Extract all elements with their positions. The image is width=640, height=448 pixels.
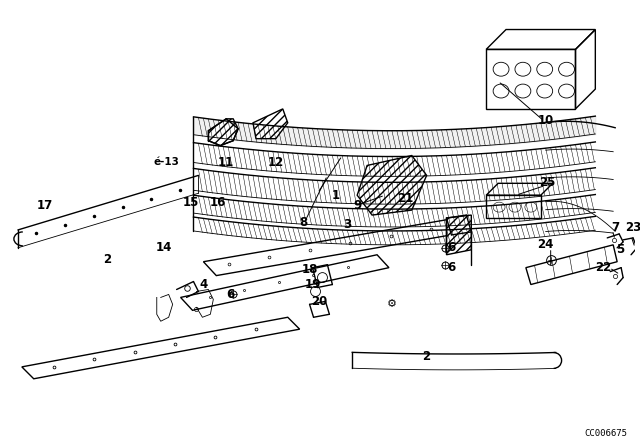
Text: 22: 22 (595, 261, 611, 274)
Text: 17: 17 (36, 198, 52, 211)
Text: 19: 19 (305, 278, 321, 291)
Text: 23: 23 (625, 221, 640, 234)
Polygon shape (209, 119, 238, 146)
Text: 9: 9 (353, 198, 362, 211)
Polygon shape (253, 109, 288, 139)
Text: 21: 21 (397, 192, 413, 205)
Text: 4: 4 (199, 278, 207, 291)
Text: 3: 3 (343, 219, 351, 232)
Text: 24: 24 (538, 238, 554, 251)
Polygon shape (447, 215, 471, 255)
Text: 6: 6 (447, 241, 456, 254)
Text: 6: 6 (226, 288, 234, 301)
Text: CC006675: CC006675 (584, 429, 627, 438)
Text: 14: 14 (156, 241, 172, 254)
Text: 25: 25 (540, 176, 556, 189)
Text: 16: 16 (210, 196, 227, 209)
Text: 11: 11 (218, 156, 234, 169)
Text: 5: 5 (616, 243, 624, 256)
Text: 1: 1 (332, 189, 339, 202)
Text: 20: 20 (312, 295, 328, 308)
Text: 7: 7 (611, 221, 620, 234)
Text: 2: 2 (422, 350, 431, 363)
Text: ⚙: ⚙ (387, 299, 397, 310)
Text: 2: 2 (103, 253, 111, 266)
Text: 15: 15 (182, 196, 198, 209)
Text: 6: 6 (447, 261, 456, 274)
Text: 10: 10 (538, 114, 554, 127)
Text: é-13: é-13 (154, 158, 180, 168)
Text: 18: 18 (301, 263, 317, 276)
Text: 12: 12 (268, 156, 284, 169)
Text: 8: 8 (300, 215, 308, 228)
Polygon shape (357, 155, 427, 215)
